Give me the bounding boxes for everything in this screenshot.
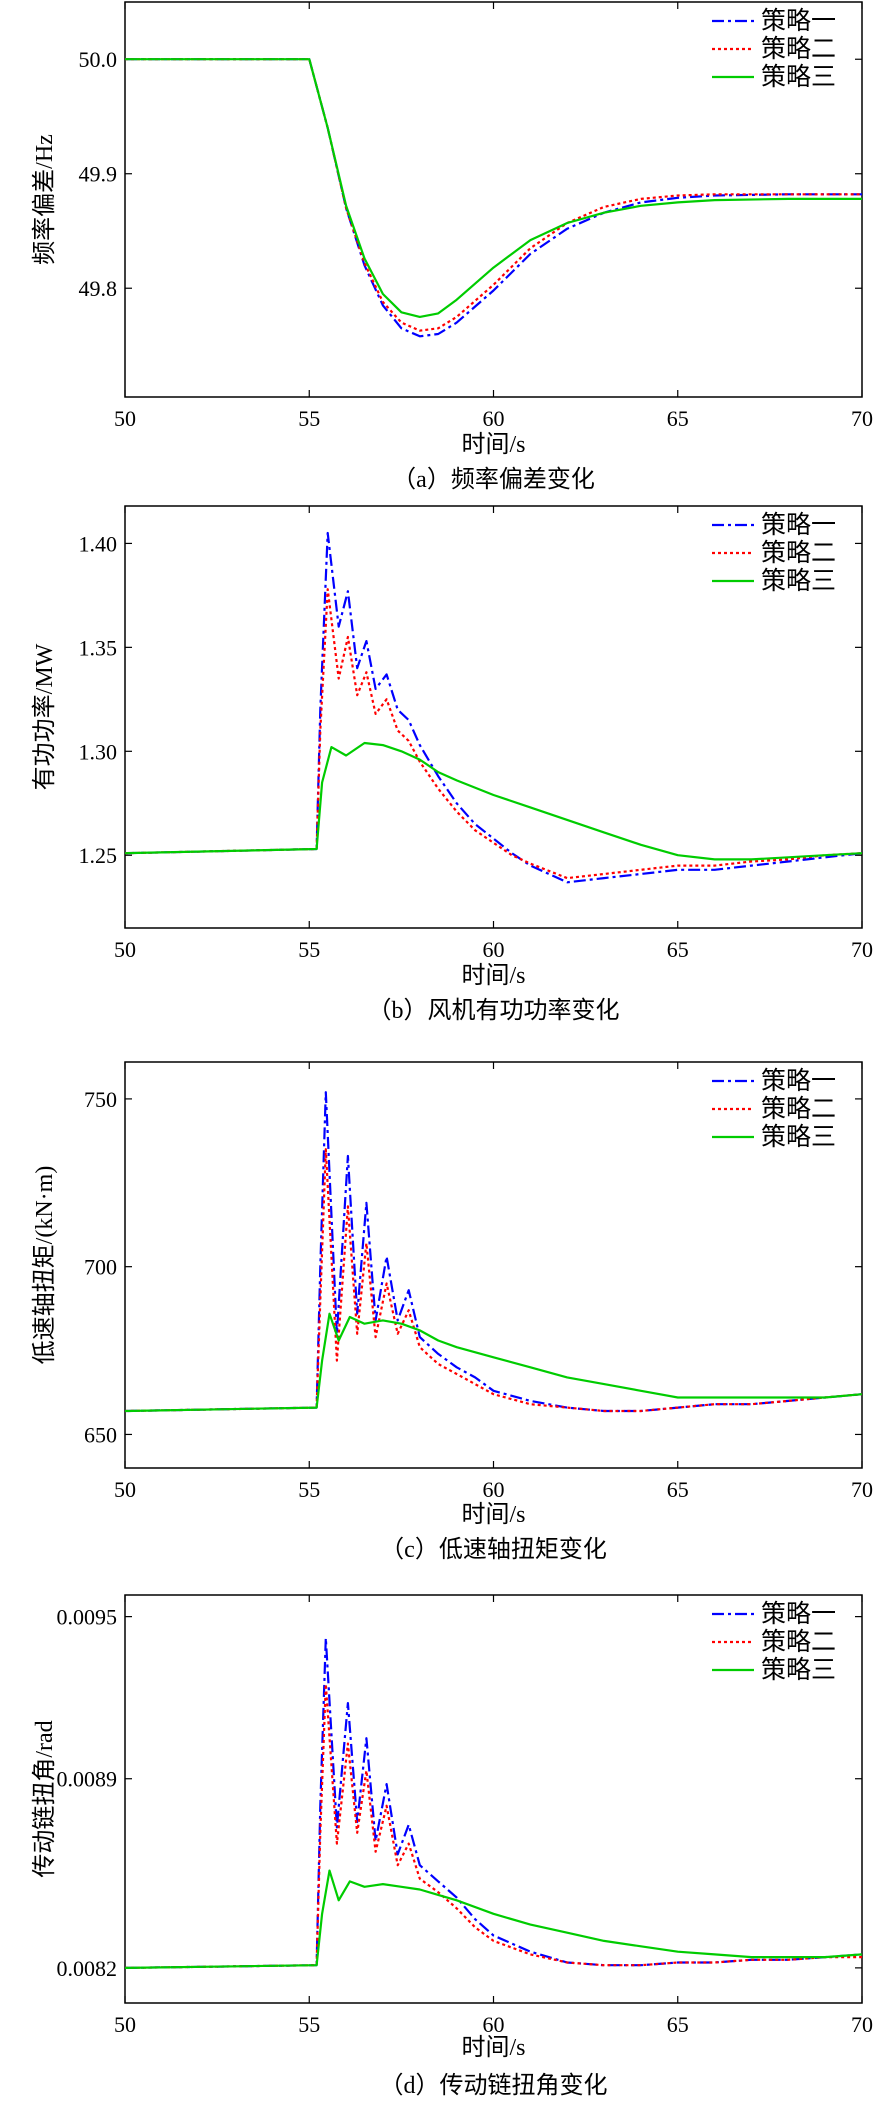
legend-label-3: 策略三	[761, 63, 836, 91]
legend-label-1: 策略一	[761, 511, 836, 539]
legend-label-3: 策略三	[761, 1123, 836, 1151]
series-group	[125, 58, 862, 338]
x-tick-label: 60	[483, 2012, 505, 2037]
y-axis-label: 传动链扭角/rad	[31, 1720, 58, 1877]
series-line-1	[125, 531, 862, 884]
plot-frame	[124, 1594, 863, 2004]
x-tick-label: 60	[483, 406, 505, 431]
x-tick-label: 70	[851, 937, 873, 962]
legend-label-3: 策略三	[761, 567, 836, 595]
series-line-2	[125, 1148, 862, 1413]
x-axis-label: 时间/s	[461, 1501, 525, 1528]
series-line-3	[125, 1869, 862, 1969]
y-axis-label: 频率偏差/Hz	[31, 134, 58, 265]
y-tick-label: 1.30	[79, 739, 118, 764]
x-tick-label: 50	[114, 937, 136, 962]
series-group	[125, 1637, 862, 1969]
series-group	[125, 1091, 862, 1413]
x-tick-label: 70	[851, 1477, 873, 1502]
chart-caption: （c）低速轴扭矩变化	[380, 1536, 607, 1563]
plot-frame	[124, 1061, 863, 1469]
series-line-3	[125, 741, 862, 861]
x-tick-label: 50	[114, 1477, 136, 1502]
x-tick-label: 55	[298, 406, 320, 431]
x-axis-label: 时间/s	[461, 962, 525, 989]
legend-label-1: 策略一	[761, 1067, 836, 1095]
x-tick-label: 65	[667, 406, 689, 431]
legend-label-2: 策略二	[761, 1095, 836, 1123]
legend-label-2: 策略二	[761, 35, 836, 63]
x-tick-label: 70	[851, 2012, 873, 2037]
y-tick-label: 700	[84, 1255, 117, 1280]
x-tick-label: 60	[483, 937, 505, 962]
y-axis-label: 有功功率/MW	[31, 643, 58, 790]
chart-panel-c: 50 55 60 65 70 650 700 750 时间/s 低速轴扭矩/(kN·m) （c）低速…	[31, 1061, 873, 1563]
x-tick-label: 65	[667, 937, 689, 962]
legend-label-3: 策略三	[761, 1656, 836, 1684]
x-tick-label: 65	[667, 1477, 689, 1502]
y-tick-label: 49.9	[79, 162, 118, 187]
y-axis-label: 低速轴扭矩/(kN·m)	[31, 1166, 58, 1365]
legend-label-2: 策略二	[761, 539, 836, 567]
y-tick-label: 0.0095	[57, 1605, 118, 1630]
legend-label-1: 策略一	[761, 1600, 836, 1628]
series-line-2	[125, 588, 862, 880]
series-line-2	[125, 1683, 862, 1969]
x-axis-label: 时间/s	[461, 431, 525, 458]
y-tick-label: 1.25	[79, 843, 118, 868]
legend-label-2: 策略二	[761, 1628, 836, 1656]
series-line-3	[125, 1312, 862, 1413]
series-line-1	[125, 58, 862, 338]
x-tick-label: 55	[298, 2012, 320, 2037]
y-tick-label: 50.0	[79, 47, 118, 72]
series-line-3	[125, 58, 862, 318]
legend-label-1: 策略一	[761, 7, 836, 35]
y-tick-label: 750	[84, 1087, 117, 1112]
x-tick-label: 50	[114, 2012, 136, 2037]
x-tick-label: 70	[851, 406, 873, 431]
x-tick-label: 65	[667, 2012, 689, 2037]
chart-panel-d: 50 55 60 65 70 0.0082 0.0089 0.0095 时间/s 传动链扭角/ra…	[31, 1594, 873, 2099]
y-tick-label: 1.35	[79, 635, 118, 660]
series-group	[125, 531, 862, 884]
y-tick-label: 0.0082	[57, 1956, 118, 1981]
chart-caption: （b）风机有功功率变化	[368, 997, 620, 1024]
x-tick-label: 55	[298, 937, 320, 962]
y-tick-label: 0.0089	[57, 1767, 118, 1792]
chart-caption: （a）频率偏差变化	[392, 466, 595, 493]
chart-caption: （d）传动链扭角变化	[380, 2072, 608, 2099]
y-tick-label: 1.40	[79, 531, 118, 556]
y-tick-label: 49.8	[79, 276, 118, 301]
series-line-1	[125, 1091, 862, 1413]
series-line-1	[125, 1637, 862, 1969]
y-tick-label: 650	[84, 1422, 117, 1447]
x-tick-label: 50	[114, 406, 136, 431]
chart-panel-a: 50 55 60 65 70 49.8 49.9 50.0 时间/s 频率偏差/Hz （a）频率偏差…	[31, 1, 873, 493]
x-tick-label: 55	[298, 1477, 320, 1502]
x-tick-label: 60	[483, 1477, 505, 1502]
chart-panel-b: 50 55 60 65 70 1.25 1.30 1.35 1.40 时间/s 有功功率/MW （b）…	[31, 505, 873, 1024]
x-axis-label: 时间/s	[461, 2034, 525, 2061]
